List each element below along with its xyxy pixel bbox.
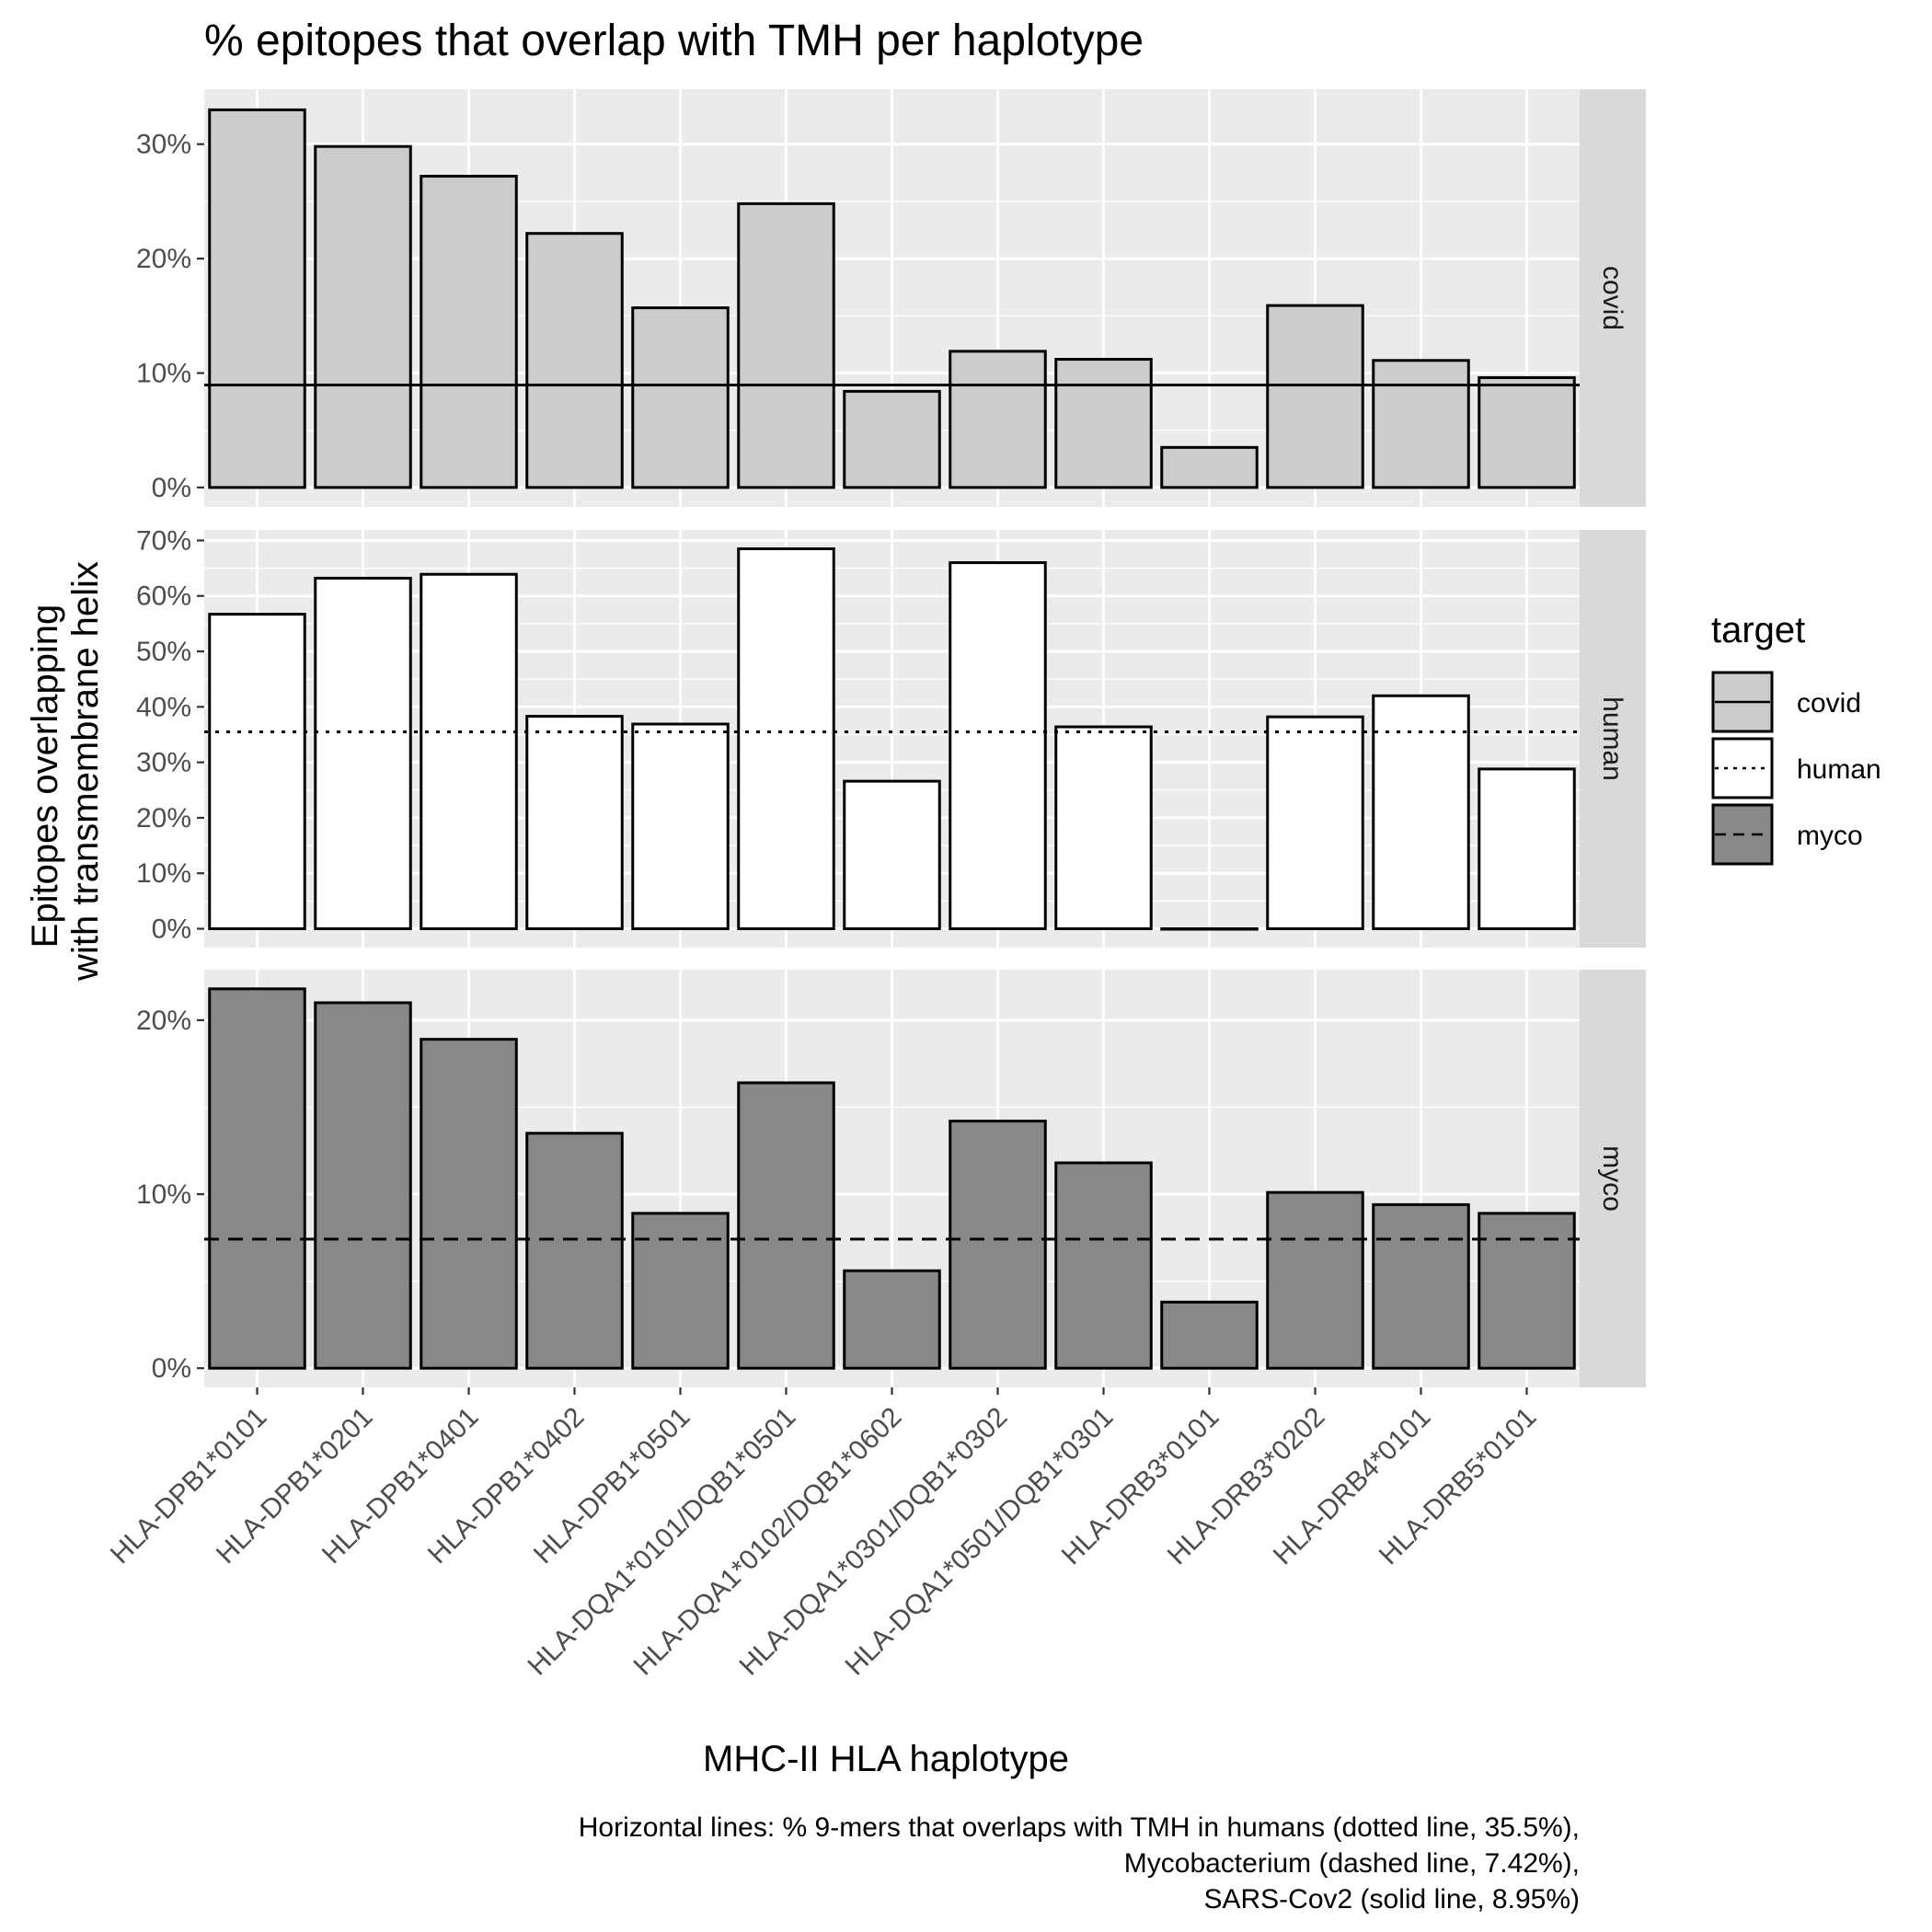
bar-myco-HLA-DQA1*0101/DQB1*0501 bbox=[737, 1081, 835, 1370]
facet-strip-label-covid: covid bbox=[1597, 266, 1627, 330]
legend-entry-myco: myco bbox=[1711, 803, 1863, 866]
bar-myco-HLA-DPB1*0101 bbox=[208, 987, 306, 1370]
facet-strip bbox=[1580, 89, 1646, 507]
legend-entry-human: human bbox=[1711, 737, 1881, 799]
bar-myco-HLA-DQA1*0102/DQB1*0602 bbox=[843, 1269, 941, 1370]
bar-covid-HLA-DQA1*0101/DQB1*0501 bbox=[737, 201, 835, 489]
facet-panel-myco: 0% 10% 20% myco bbox=[136, 970, 1646, 1387]
y-tick-label: 50% bbox=[136, 637, 191, 667]
bar-human-HLA-DQA1*0102/DQB1*0602 bbox=[843, 779, 941, 931]
bar-covid-HLA-DPB1*0501 bbox=[631, 306, 730, 489]
bar-myco-HLA-DRB5*0101 bbox=[1478, 1212, 1576, 1370]
bar-covid-HLA-DRB3*0101 bbox=[1160, 445, 1259, 489]
bar-human-HLA-DPB1*0402 bbox=[525, 715, 624, 931]
y-tick-label: 70% bbox=[136, 525, 191, 556]
facet-panel-human: 0% 10% 20% 30% 40% 50% 60% 70% human bbox=[136, 525, 1646, 948]
y-tick-label: 40% bbox=[136, 692, 191, 722]
caption-line: Horizontal lines: % 9-mers that overlaps… bbox=[579, 1812, 1580, 1843]
bar-covid-HLA-DQA1*0102/DQB1*0602 bbox=[843, 389, 941, 489]
y-axis-title: Epitopes overlapping with transmembrane … bbox=[25, 561, 106, 982]
y-tick-label: 0% bbox=[152, 1353, 191, 1384]
x-axis-title: MHC-II HLA haplotype bbox=[703, 1739, 1069, 1779]
legend-label: human bbox=[1797, 754, 1881, 785]
x-axis: HLA-DPB1*0101HLA-DPB1*0201HLA-DPB1*0401H… bbox=[105, 1387, 1542, 1682]
legend-entry-covid: covid bbox=[1711, 671, 1861, 733]
facet-panel-covid: 0% 10% 20% 30% covid bbox=[136, 89, 1646, 507]
y-tick-label: 0% bbox=[152, 914, 191, 945]
y-tick-label: 30% bbox=[136, 748, 191, 778]
bar-myco-HLA-DPB1*0402 bbox=[525, 1132, 624, 1370]
bar-human-HLA-DPB1*0101 bbox=[208, 613, 306, 931]
y-tick-label: 10% bbox=[136, 1179, 191, 1210]
chart-title: % epitopes that overlap with TMH per hap… bbox=[204, 17, 1144, 65]
y-tick-label: 20% bbox=[136, 1006, 191, 1036]
bar-human-HLA-DRB3*0101 bbox=[1160, 927, 1259, 931]
facet-strip bbox=[1580, 970, 1646, 1387]
bar-covid-HLA-DQA1*0501/DQB1*0301 bbox=[1054, 358, 1153, 489]
facet-strip-label-human: human bbox=[1597, 696, 1627, 781]
bar-myco-HLA-DPB1*0501 bbox=[631, 1212, 730, 1370]
bar-human-HLA-DRB3*0202 bbox=[1266, 715, 1364, 931]
bar-human-HLA-DQA1*0301/DQB1*0302 bbox=[949, 561, 1047, 931]
bar-covid-HLA-DRB3*0202 bbox=[1266, 304, 1364, 489]
facet-panels: 0% 10% 20% 30% covid 0% 10% 20% 30% 40% 50% 60% 70% h… bbox=[136, 89, 1646, 1387]
bar-human-HLA-DRB5*0101 bbox=[1478, 767, 1576, 931]
facet-strip bbox=[1580, 530, 1646, 948]
bar-myco-HLA-DRB3*0202 bbox=[1266, 1190, 1364, 1370]
bar-myco-HLA-DPB1*0401 bbox=[420, 1038, 518, 1370]
facet-strip-label-myco: myco bbox=[1597, 1145, 1627, 1212]
legend-title: target bbox=[1711, 610, 1805, 650]
bar-human-HLA-DPB1*0501 bbox=[631, 722, 730, 931]
y-tick-label: 20% bbox=[136, 803, 191, 834]
legend-label: myco bbox=[1797, 821, 1863, 851]
bar-human-HLA-DQA1*0501/DQB1*0301 bbox=[1054, 725, 1153, 931]
bar-myco-HLA-DRB4*0101 bbox=[1372, 1202, 1470, 1370]
bar-covid-HLA-DPB1*0201 bbox=[314, 144, 412, 489]
legend: target covid human myco bbox=[1711, 610, 1881, 866]
y-axis-title-line-1: Epitopes overlapping bbox=[25, 604, 65, 949]
caption: Horizontal lines: % 9-mers that overlaps… bbox=[579, 1812, 1580, 1915]
bar-human-HLA-DRB4*0101 bbox=[1372, 694, 1470, 931]
bar-myco-HLA-DPB1*0201 bbox=[314, 1001, 412, 1370]
y-tick-label: 30% bbox=[136, 130, 191, 160]
bar-myco-HLA-DQA1*0301/DQB1*0302 bbox=[949, 1120, 1047, 1370]
caption-line: SARS-Cov2 (solid line, 8.95%) bbox=[1203, 1884, 1580, 1915]
y-tick-label: 60% bbox=[136, 581, 191, 612]
legend-label: covid bbox=[1797, 688, 1861, 719]
bar-human-HLA-DPB1*0201 bbox=[314, 576, 412, 931]
bar-covid-HLA-DPB1*0402 bbox=[525, 232, 624, 489]
y-tick-label: 10% bbox=[136, 358, 191, 388]
bar-covid-HLA-DPB1*0401 bbox=[420, 175, 518, 489]
bar-covid-HLA-DPB1*0101 bbox=[208, 108, 306, 489]
y-tick-label: 10% bbox=[136, 858, 191, 889]
bar-covid-HLA-DQA1*0301/DQB1*0302 bbox=[949, 350, 1047, 489]
bar-human-HLA-DPB1*0401 bbox=[420, 572, 518, 931]
y-tick-label: 0% bbox=[152, 473, 191, 503]
bar-myco-HLA-DRB3*0101 bbox=[1160, 1300, 1259, 1370]
caption-line: Mycobacterium (dashed line, 7.42%), bbox=[1124, 1848, 1580, 1879]
bar-human-HLA-DQA1*0101/DQB1*0501 bbox=[737, 546, 835, 931]
bar-covid-HLA-DRB5*0101 bbox=[1478, 375, 1576, 489]
y-tick-label: 20% bbox=[136, 244, 191, 274]
y-axis-title-line-2: with transmembrane helix bbox=[65, 561, 106, 982]
bar-covid-HLA-DRB4*0101 bbox=[1372, 359, 1470, 489]
bar-myco-HLA-DQA1*0501/DQB1*0301 bbox=[1054, 1161, 1153, 1370]
